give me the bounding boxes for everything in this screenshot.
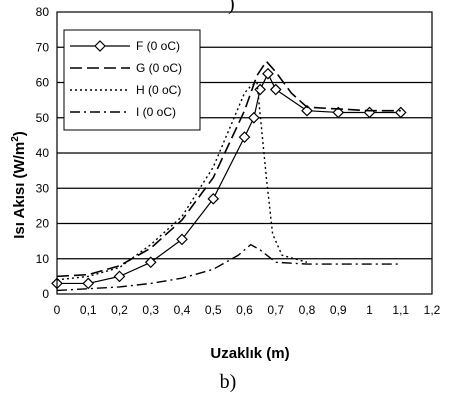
y-tick-labels: 0 10 20 30 40 50 60 70 80 bbox=[36, 5, 50, 301]
data-point-marker bbox=[269, 83, 282, 96]
legend-box bbox=[63, 29, 201, 131]
plot-frame bbox=[56, 11, 433, 295]
x-tick-label: 1,1 bbox=[392, 303, 409, 317]
x-tick-label: 0,2 bbox=[111, 303, 128, 317]
legend-label: I (0 oC) bbox=[136, 105, 176, 119]
legend: F (0 oC) G (0 oC) H (0 oC) I (0 oC) bbox=[63, 29, 201, 131]
data-point-marker bbox=[207, 192, 220, 205]
x-axis-title: Uzaklık (m) bbox=[210, 345, 289, 362]
x-tick-label: 0,3 bbox=[142, 303, 159, 317]
series-layer bbox=[51, 60, 407, 292]
figure-caption: b) bbox=[220, 371, 237, 393]
x-tick-label: 0,9 bbox=[330, 303, 347, 317]
data-point-marker bbox=[82, 277, 95, 290]
data-point-marker bbox=[144, 256, 157, 269]
y-tick-label: 30 bbox=[36, 181, 50, 195]
data-point-marker bbox=[176, 233, 188, 246]
x-tick-label: 1 bbox=[366, 303, 373, 317]
legend-marker bbox=[94, 40, 106, 52]
y-tick-label: 40 bbox=[36, 146, 50, 160]
y-axis-title: Isı Akısı (W/m2) bbox=[10, 131, 28, 239]
data-point-marker bbox=[113, 270, 126, 283]
x-tick-labels: 0 0,1 0,2 0,3 0,4 0,5 0,6 0,7 0,8 0,9 1 1,1 1,2 bbox=[54, 303, 441, 317]
data-point-marker bbox=[332, 106, 345, 119]
x-tick-label: 0,6 bbox=[236, 303, 253, 317]
x-tick-label: 0,4 bbox=[174, 303, 191, 317]
x-tick-label: 0 bbox=[54, 303, 61, 317]
x-tick-label: 0,5 bbox=[205, 303, 222, 317]
y-tick-label: 70 bbox=[36, 40, 50, 54]
series-line-4 bbox=[56, 243, 401, 292]
data-point-marker bbox=[394, 106, 407, 119]
x-tick-label: 0,8 bbox=[299, 303, 316, 317]
x-tick-label: 0,1 bbox=[80, 303, 97, 317]
data-point-marker bbox=[254, 83, 266, 96]
x-tick-label: 0,7 bbox=[267, 303, 284, 317]
data-point-marker bbox=[301, 104, 313, 117]
y-axis-title-close: ) bbox=[11, 131, 28, 136]
y-tick-label: 0 bbox=[42, 287, 49, 301]
legend-label: G (0 oC) bbox=[136, 61, 182, 75]
y-tick-label: 60 bbox=[36, 76, 50, 90]
y-tick-label: 20 bbox=[36, 217, 50, 231]
y-axis-title-main: Isı Akısı (W/m bbox=[11, 142, 28, 239]
y-tick-label: 80 bbox=[36, 5, 50, 19]
data-point-marker bbox=[262, 67, 274, 80]
y-axis-title-superscript: 2 bbox=[10, 136, 21, 142]
top-fragment: ) bbox=[228, 0, 235, 15]
data-point-marker bbox=[248, 111, 260, 124]
y-tick-label: 10 bbox=[36, 252, 50, 266]
data-point-marker bbox=[238, 131, 251, 143]
x-tick-label: 1,2 bbox=[424, 303, 441, 317]
legend-label: H (0 oC) bbox=[136, 83, 181, 97]
data-point-marker bbox=[363, 106, 376, 119]
y-tick-label: 50 bbox=[36, 111, 50, 125]
legend-label: F (0 oC) bbox=[136, 39, 180, 53]
